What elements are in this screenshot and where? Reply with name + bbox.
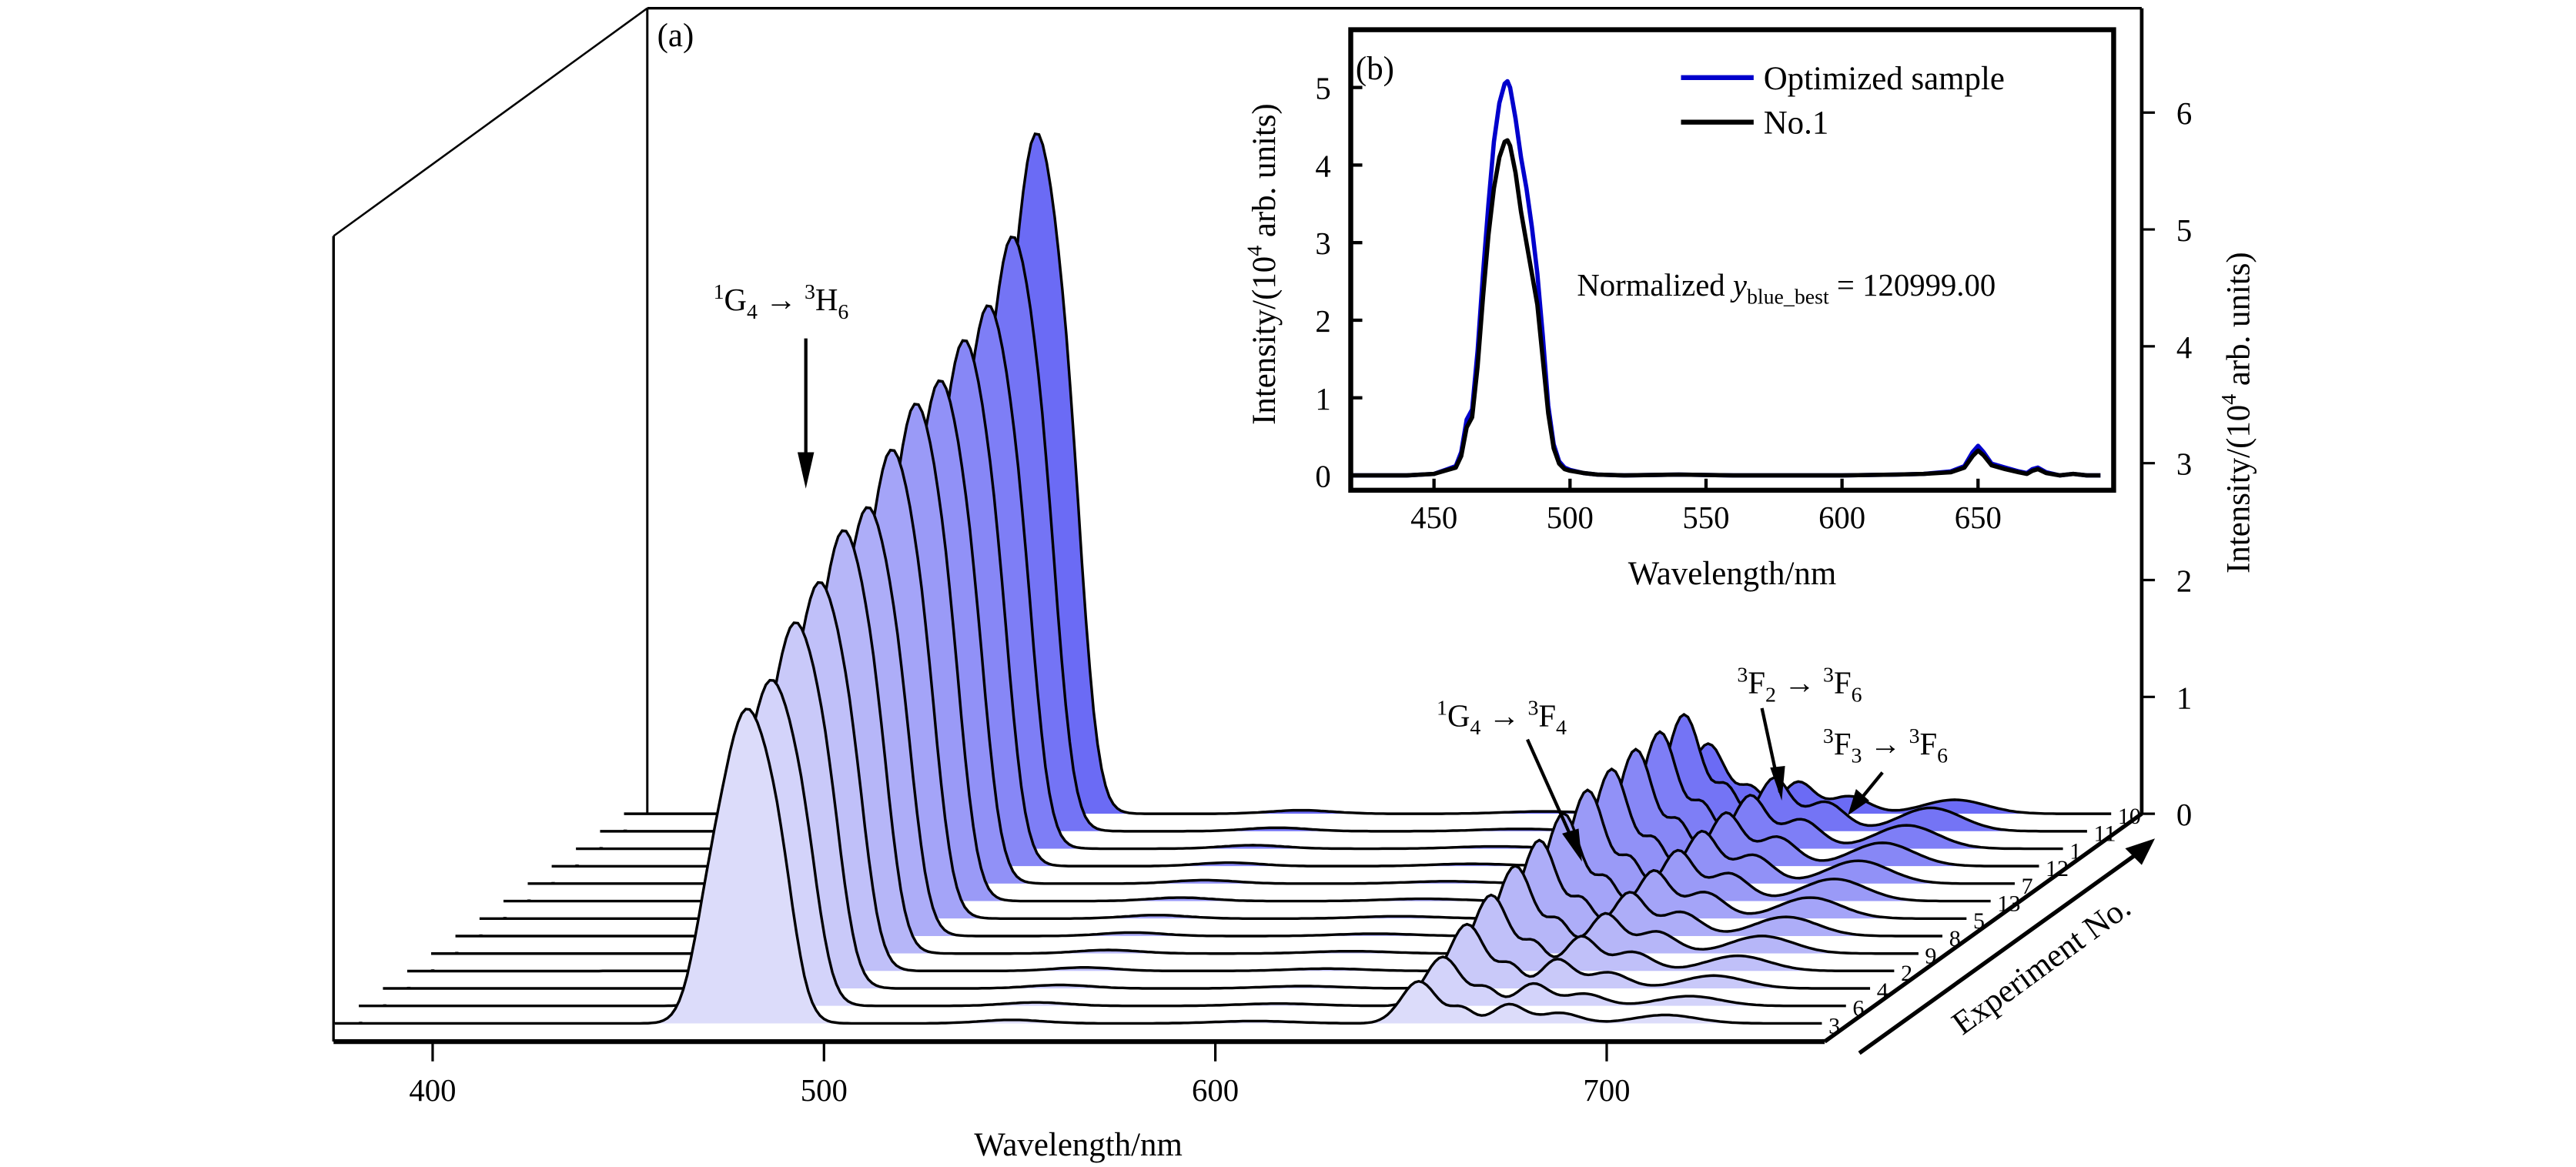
trace-line-exp-2 [406, 580, 1895, 973]
y-axis-a: 0 1 2 3 4 5 6 [2141, 96, 2192, 832]
y-tick-label-a: 5 [2176, 213, 2192, 248]
x-axis-b: 450 500 550 600 650 [1410, 478, 2002, 535]
svg-text:3F2 → 3F6: 3F2 → 3F6 [1737, 664, 1862, 707]
experiment-label: 3 [1828, 1013, 1840, 1038]
panel-label-a: (a) [657, 18, 694, 54]
experiment-axis-arrowhead [2125, 838, 2156, 865]
y-tick-label-a: 3 [2176, 447, 2192, 482]
panel-label-b: (b) [1356, 51, 1394, 87]
x-tick-label-b: 600 [1818, 500, 1865, 535]
trace-fill-exp-3 [334, 709, 1822, 1024]
y-tick-label-a: 2 [2176, 564, 2192, 599]
inset-series-no1 [1352, 138, 2101, 478]
annotation-arrowhead [1770, 765, 1785, 801]
box-frame [332, 7, 2144, 1045]
legend: Optimized sample No.1 [1681, 61, 2005, 142]
experiment-label: 10 [2118, 804, 2141, 829]
annotation-1G4-3H6: 1G4 → 3H6 [714, 280, 849, 489]
normalized-annotation: Normalized yblue_best = 120999.00 [1577, 268, 1996, 309]
annotation-3F2-3F6: 3F2 → 3F6 [1737, 664, 1862, 801]
y-tick-label-b: 3 [1315, 226, 1330, 261]
experiment-label: 13 [1997, 891, 2020, 916]
legend-label-optimized: Optimized sample [1764, 61, 2005, 97]
y-tick-label-b: 2 [1315, 304, 1330, 339]
experiment-label: 9 [1925, 944, 1936, 969]
trace-line-exp-3 [334, 707, 1822, 1025]
y-tick-label-a: 0 [2176, 798, 2192, 832]
panel-b-inset: 450 500 550 600 650 0 1 2 3 4 5 Wavelength/nm Int… [1243, 27, 2116, 592]
left-top-diagonal [333, 7, 648, 237]
experiment-axis-line [1858, 844, 2148, 1055]
trace-line-exp-4 [383, 621, 1871, 990]
experiment-label: 5 [1973, 908, 1985, 934]
legend-label-no1: No.1 [1764, 105, 1829, 142]
x-tick-label-a: 500 [801, 1073, 848, 1108]
annotation-arrowhead [797, 452, 815, 489]
y-tick-label-a: 4 [2176, 330, 2192, 365]
experiment-label: 4 [1877, 978, 1889, 1004]
svg-text:1G4 → 3F4: 1G4 → 3F4 [1437, 696, 1567, 740]
trace-line-exp-9 [431, 529, 1919, 955]
x-axis-label-b: Wavelength/nm [1628, 556, 1836, 592]
y-tick-label-b: 0 [1315, 460, 1330, 494]
inset-lines [1352, 79, 2101, 478]
y-axis-label-a: Intensity/(104 arb. units) [2217, 252, 2257, 573]
y-tick-label-b: 4 [1315, 149, 1330, 183]
trace-gap [334, 1023, 1822, 1039]
trace-line-exp-6 [359, 678, 1846, 1008]
experiment-label: 7 [2022, 874, 2033, 899]
experiment-label: 12 [2046, 856, 2069, 881]
experiment-label: 6 [1852, 996, 1864, 1022]
x-tick-label-a: 700 [1583, 1073, 1630, 1108]
x-axis-label-a: Wavelength/nm [974, 1127, 1182, 1163]
experiment-label: 11 [2094, 821, 2116, 847]
annotation-3F3-3F6: 3F3 → 3F6 [1823, 724, 1948, 816]
x-tick-label-a: 400 [409, 1073, 456, 1108]
y-axis-b: 0 1 2 3 4 5 [1315, 72, 1363, 494]
x-tick-label-b: 450 [1410, 500, 1457, 535]
y-tick-label-b: 5 [1315, 72, 1330, 106]
x-tick-label-b: 550 [1682, 500, 1729, 535]
annotation-arrowhead [1562, 828, 1582, 862]
y-axis-label-b: Intensity/(104 arb. units) [1243, 103, 1283, 425]
inset-frame [1348, 27, 2116, 493]
x-tick-label-b: 500 [1547, 500, 1594, 535]
experiment-label: 8 [1949, 926, 1961, 951]
experiment-label: 1 [2069, 838, 2081, 864]
x-tick-label-a: 600 [1192, 1073, 1239, 1108]
waterfall-traces [334, 132, 2112, 1039]
inset-background [1350, 29, 2114, 490]
svg-text:1G4 → 3H6: 1G4 → 3H6 [714, 280, 849, 324]
annotation-arrowhead [1848, 788, 1869, 816]
right-floor-diagonal [1823, 811, 2143, 1044]
y-tick-label-a: 1 [2176, 680, 2192, 715]
experiment-label: 2 [1901, 961, 1912, 986]
x-axis-a: 400 500 600 700 [409, 1042, 1631, 1108]
y-tick-label-b: 1 [1315, 382, 1330, 416]
svg-text:3F3 → 3F6: 3F3 → 3F6 [1823, 724, 1948, 768]
x-tick-label-b: 650 [1955, 500, 2002, 535]
y-tick-label-a: 6 [2176, 96, 2192, 131]
annotation-1G4-3F4: 1G4 → 3F4 [1437, 696, 1582, 862]
